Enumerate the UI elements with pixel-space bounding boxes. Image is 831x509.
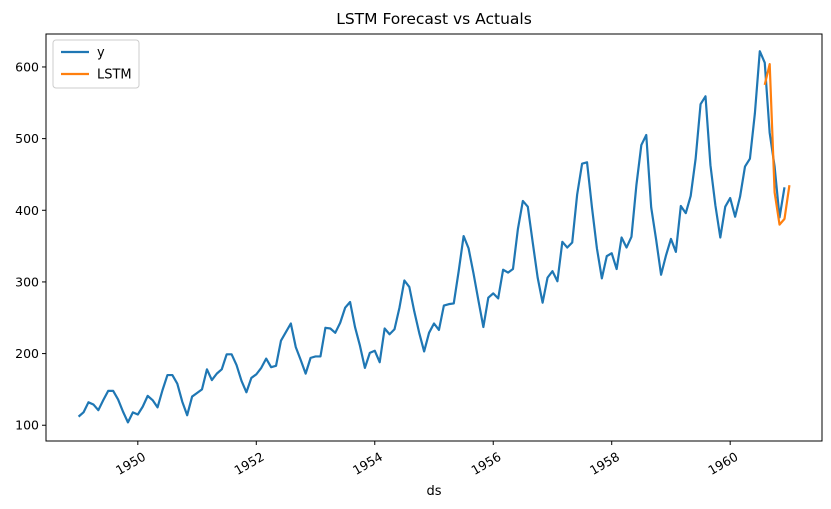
x-tick-label: 1960 [705,449,740,478]
legend: y LSTM [52,39,140,89]
x-axis-title: ds [426,484,441,499]
y-tick-label: 300 [15,274,39,289]
y-tick-label: 400 [15,203,39,218]
series-line-lstm [763,62,791,226]
y-tick-label: 100 [15,418,39,433]
legend-label-lstm: LSTM [97,68,132,83]
y-tick-label: 200 [15,346,39,361]
y-tick-label: 500 [15,131,39,146]
x-tick-label: 1956 [468,449,503,478]
series-line-y [77,50,786,424]
x-tick-label: 1958 [587,449,622,478]
x-tick-label: 1950 [113,449,148,478]
x-tick-label: 1954 [350,449,385,478]
plot-area: 100 200 300 400 500 600 1950 1952 1954 1956 1958 19… [15,33,823,478]
chart-title: LSTM Forecast vs Actuals [336,10,532,28]
axes-frame [45,33,823,442]
legend-label-y: y [97,46,105,61]
y-tick-label: 600 [15,59,39,74]
x-tick-label: 1952 [232,449,267,478]
